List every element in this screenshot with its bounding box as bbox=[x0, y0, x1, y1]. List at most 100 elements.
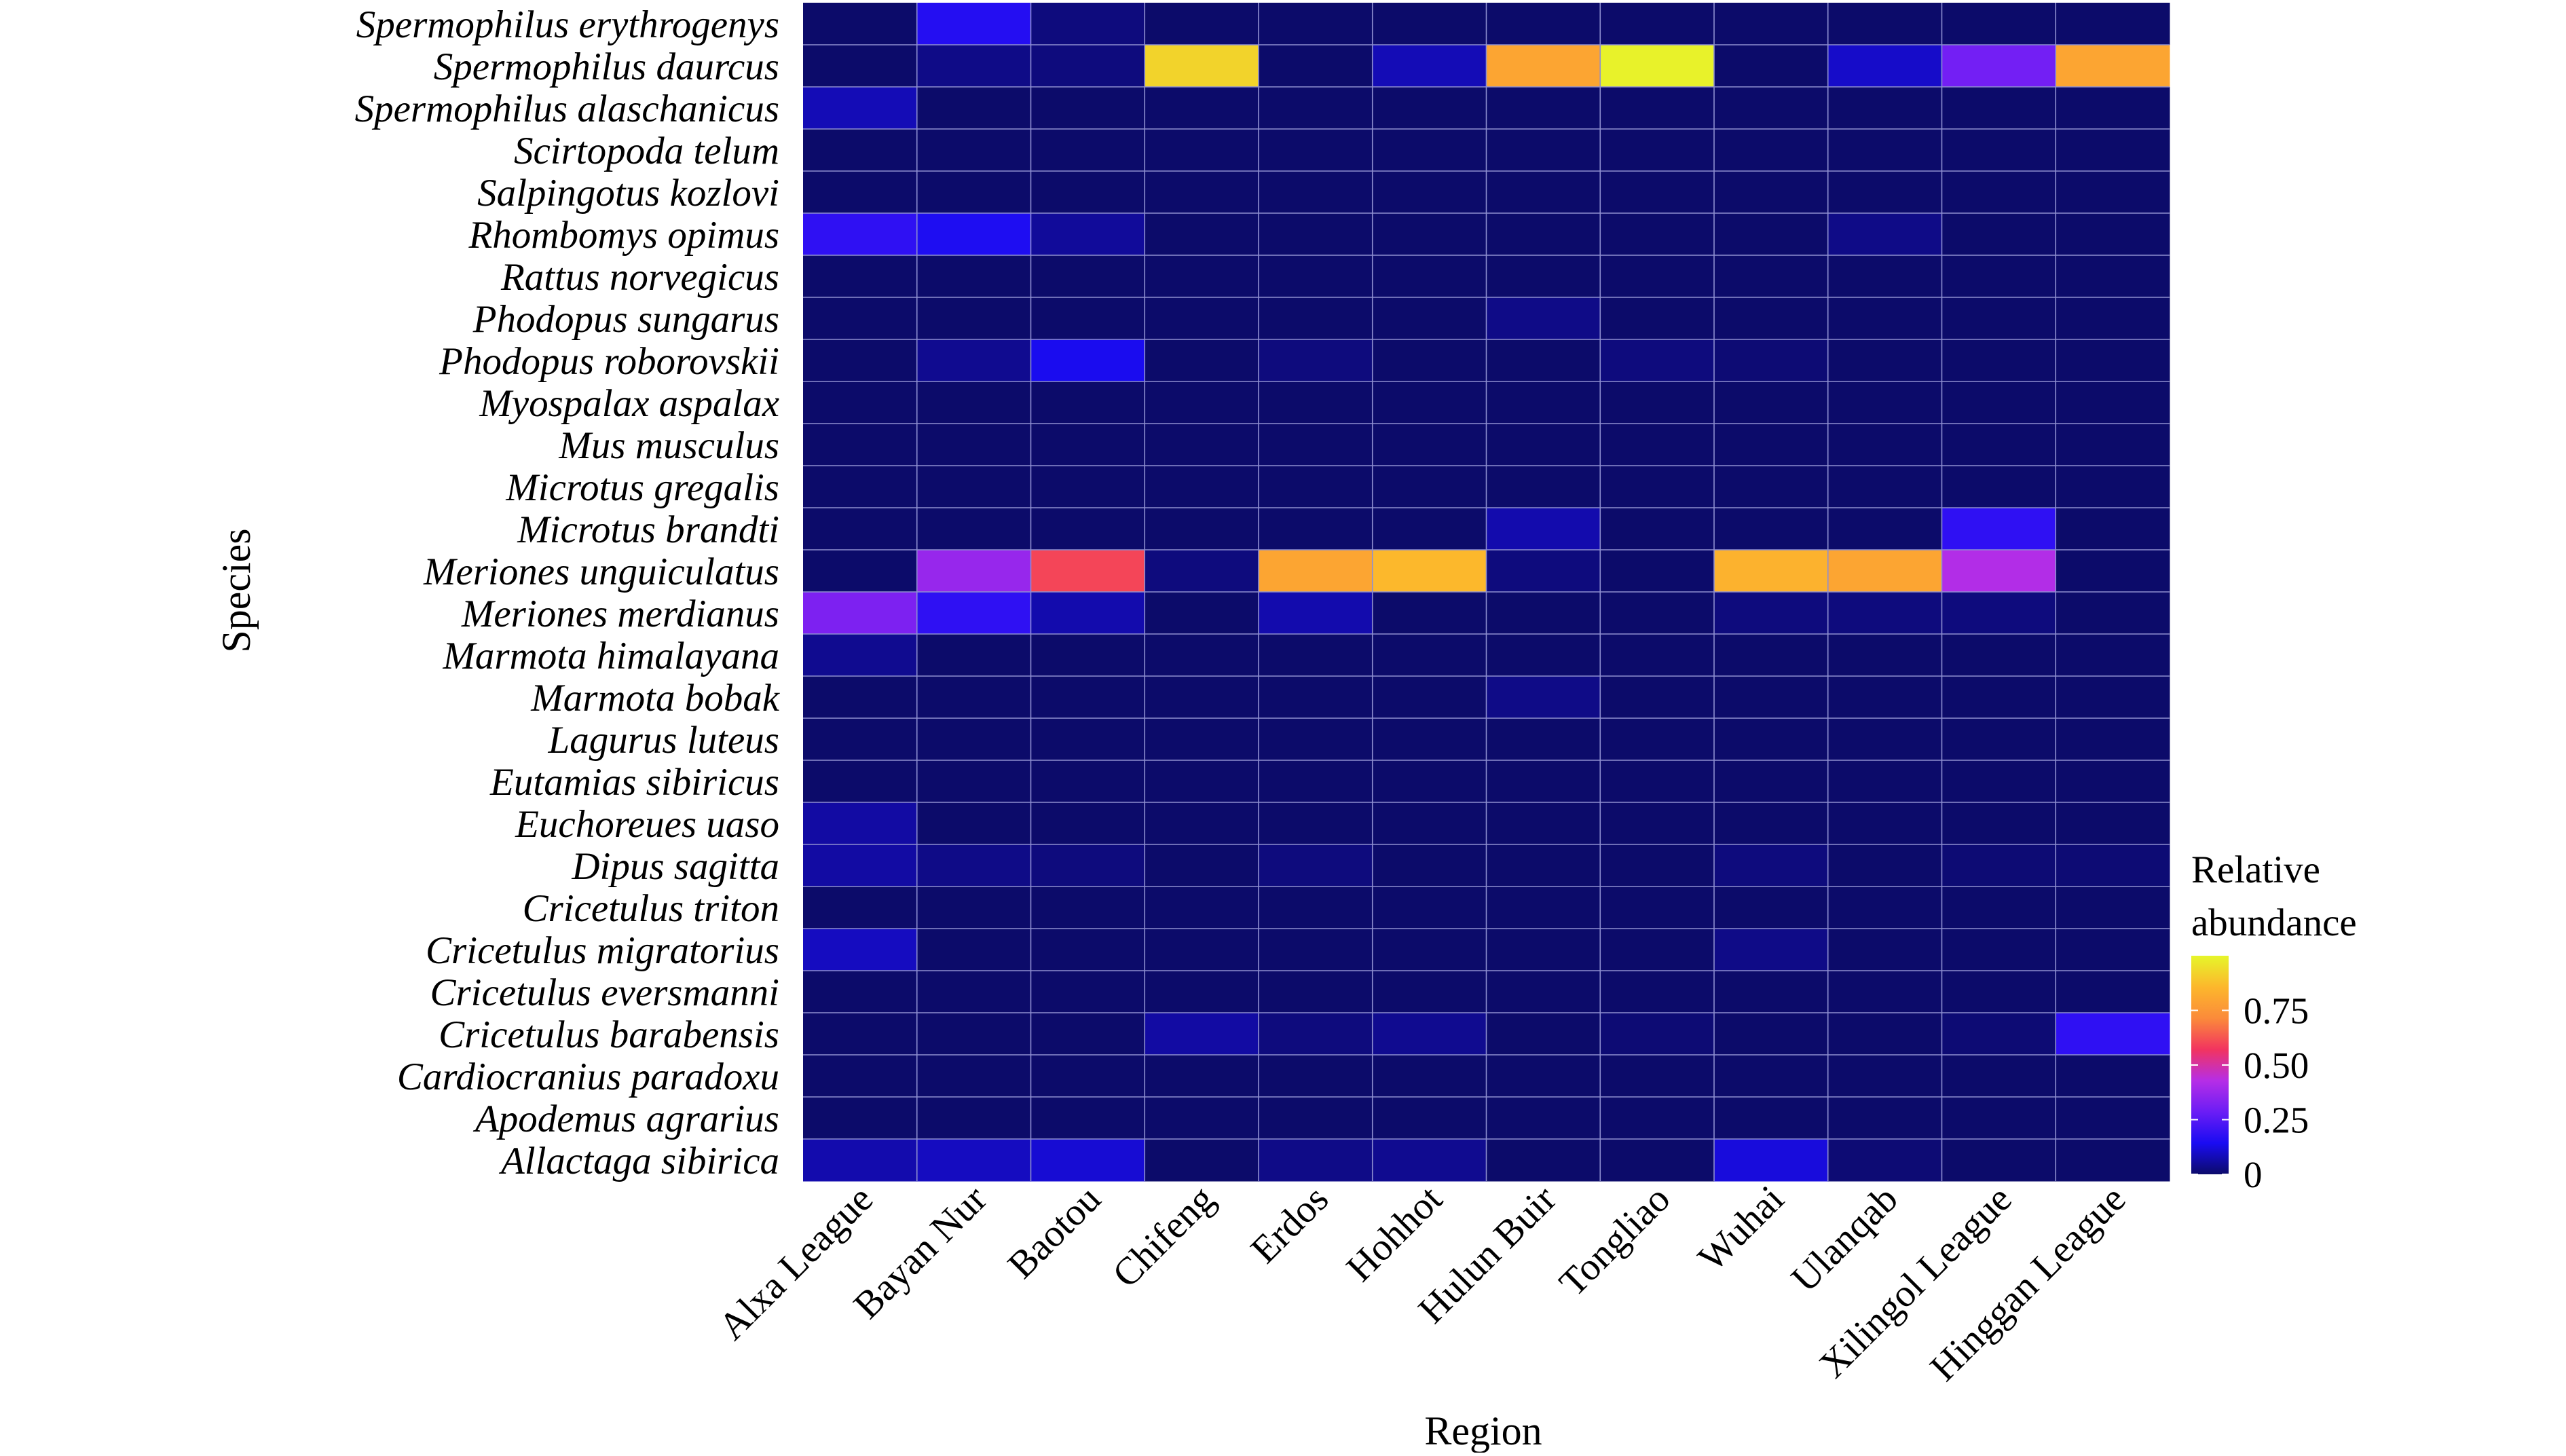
heatmap-cell bbox=[1714, 1055, 1829, 1098]
heatmap-cell bbox=[1714, 466, 1829, 508]
heatmap-cell bbox=[1259, 297, 1373, 340]
heatmap-cell bbox=[1372, 929, 1487, 971]
heatmap-cell bbox=[1486, 676, 1601, 719]
heatmap-cell bbox=[2056, 339, 2170, 382]
heatmap-cell bbox=[1827, 339, 1942, 382]
heatmap-cell bbox=[1941, 676, 2056, 719]
heatmap-cell bbox=[803, 508, 918, 550]
heatmap-cell bbox=[916, 424, 1031, 466]
heatmap-cell bbox=[1827, 844, 1942, 887]
heatmap-cell bbox=[1372, 1055, 1487, 1098]
heatmap-cell bbox=[803, 1097, 918, 1140]
heatmap-cell bbox=[1941, 508, 2056, 550]
heatmap-cell bbox=[1145, 466, 1259, 508]
heatmap-cell bbox=[1600, 87, 1715, 130]
region-label: Erdos bbox=[1242, 1178, 1337, 1272]
heatmap-cell bbox=[1941, 592, 2056, 635]
heatmap-cell bbox=[916, 676, 1031, 719]
heatmap-cell bbox=[803, 760, 918, 803]
heatmap-cell bbox=[803, 929, 918, 971]
heatmap-cell bbox=[1714, 718, 1829, 761]
heatmap-cell bbox=[1372, 171, 1487, 214]
heatmap-cell bbox=[1714, 255, 1829, 298]
heatmap-cell bbox=[916, 255, 1031, 298]
heatmap-cell bbox=[1030, 1097, 1145, 1140]
heatmap-cell bbox=[1372, 381, 1487, 424]
heatmap-cell bbox=[1486, 1055, 1601, 1098]
heatmap-cell bbox=[1486, 760, 1601, 803]
heatmap-cell bbox=[1372, 760, 1487, 803]
species-label: Marmota bobak bbox=[530, 677, 780, 720]
x-axis-title: Region bbox=[1424, 1408, 1542, 1453]
heatmap-cell bbox=[916, 886, 1031, 929]
heatmap-cell bbox=[1941, 634, 2056, 677]
heatmap-cell bbox=[1486, 592, 1601, 635]
heatmap-cell bbox=[1600, 592, 1715, 635]
heatmap-cell bbox=[1030, 3, 1145, 45]
heatmap-cell bbox=[916, 45, 1031, 88]
heatmap-cell bbox=[1145, 508, 1259, 550]
heatmap-cell bbox=[1030, 1139, 1145, 1182]
heatmap-cell bbox=[1030, 381, 1145, 424]
heatmap-cell bbox=[803, 676, 918, 719]
heatmap-cell bbox=[1941, 339, 2056, 382]
heatmap-cell bbox=[2056, 171, 2170, 214]
heatmap-cell bbox=[1030, 129, 1145, 172]
heatmap-cell bbox=[1145, 255, 1259, 298]
heatmap-cell bbox=[1145, 592, 1259, 635]
heatmap-cell bbox=[1259, 1097, 1373, 1140]
heatmap-cell bbox=[1600, 634, 1715, 677]
heatmap-cell bbox=[1486, 550, 1601, 593]
heatmap-cell bbox=[1259, 844, 1373, 887]
heatmap-cell bbox=[1030, 213, 1145, 256]
heatmap-cell bbox=[1486, 508, 1601, 550]
heatmap-cell bbox=[916, 339, 1031, 382]
heatmap-cell bbox=[1714, 886, 1829, 929]
heatmap-cell bbox=[916, 929, 1031, 971]
heatmap-cell bbox=[1259, 971, 1373, 1013]
heatmap-cell bbox=[1714, 129, 1829, 172]
heatmap-cell bbox=[1600, 676, 1715, 719]
heatmap-cell bbox=[1259, 129, 1373, 172]
heatmap-cell bbox=[1486, 45, 1601, 88]
heatmap-cell bbox=[1030, 550, 1145, 593]
heatmap-cell bbox=[916, 592, 1031, 635]
heatmap-cell bbox=[1600, 129, 1715, 172]
heatmap-cell bbox=[1827, 87, 1942, 130]
legend-title-line-2: abundance bbox=[2191, 901, 2357, 944]
heatmap-cell bbox=[1486, 466, 1601, 508]
heatmap-cell bbox=[1259, 1139, 1373, 1182]
heatmap-cell bbox=[803, 634, 918, 677]
heatmap-cell bbox=[1941, 718, 2056, 761]
heatmap-cell bbox=[1145, 634, 1259, 677]
heatmap-cell bbox=[1941, 297, 2056, 340]
heatmap-cell bbox=[1827, 1013, 1942, 1056]
heatmap-cell bbox=[1372, 550, 1487, 593]
heatmap-cell bbox=[2056, 592, 2170, 635]
heatmap-cell bbox=[1941, 129, 2056, 172]
heatmap-cell bbox=[1941, 213, 2056, 256]
region-label: Baotou bbox=[1000, 1178, 1109, 1287]
heatmap-cell bbox=[1030, 339, 1145, 382]
species-label: Microtus gregalis bbox=[505, 466, 779, 509]
heatmap-cell bbox=[1714, 550, 1829, 593]
heatmap-cell bbox=[1486, 634, 1601, 677]
heatmap-cell bbox=[2056, 1139, 2170, 1182]
heatmap-cell bbox=[1941, 886, 2056, 929]
y-axis-title: Species bbox=[214, 528, 259, 652]
heatmap-cell bbox=[1941, 87, 2056, 130]
heatmap-cell bbox=[803, 886, 918, 929]
species-label: Dipus sagitta bbox=[571, 845, 779, 888]
heatmap-cell bbox=[1372, 1139, 1487, 1182]
heatmap-cell bbox=[803, 550, 918, 593]
heatmap-cell bbox=[916, 129, 1031, 172]
heatmap-cell bbox=[803, 129, 918, 172]
heatmap-cell bbox=[1145, 213, 1259, 256]
heatmap-cell bbox=[1941, 381, 2056, 424]
heatmap-cell bbox=[1714, 844, 1829, 887]
heatmap-cell bbox=[1941, 171, 2056, 214]
heatmap-cell bbox=[1486, 1097, 1601, 1140]
heatmap-cell bbox=[803, 3, 918, 45]
heatmap-cell bbox=[1600, 760, 1715, 803]
heatmap-cell bbox=[1714, 1097, 1829, 1140]
